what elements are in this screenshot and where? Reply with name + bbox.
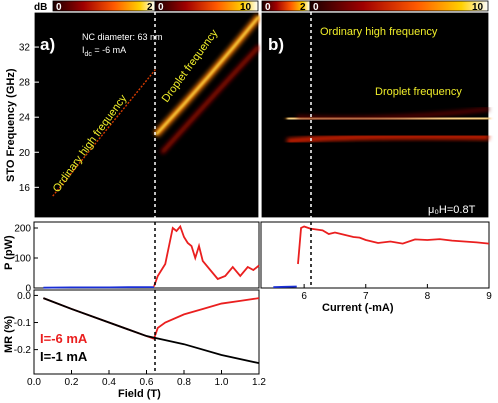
nc-diameter-text: NC diameter: 63 nm xyxy=(82,32,163,42)
colorbar-b-min: 0 xyxy=(158,2,164,13)
colorbar-a-min: 0 xyxy=(56,2,62,13)
ordinary-branch-a xyxy=(52,68,157,197)
xtick-label: 1.0 xyxy=(215,377,229,388)
xtick-label: 0.6 xyxy=(140,377,154,388)
power-b-frame xyxy=(260,221,490,289)
ytick-label: 0 xyxy=(25,284,31,295)
colorbar-b: 0 10 xyxy=(154,0,259,13)
power-a-series-blue xyxy=(43,286,154,289)
droplet-branch-core xyxy=(155,15,260,136)
colorbar-c-min: 0 xyxy=(265,2,271,13)
droplet-label-b: Droplet frequency xyxy=(375,86,462,98)
heatmap-b: b) Ordinary high frequency Droplet frequ… xyxy=(260,11,490,219)
ytick-label: 100 xyxy=(14,254,31,265)
power-a-series-red xyxy=(153,224,260,287)
power-b-series-blue xyxy=(273,285,297,288)
colorbar-d-max: 10 xyxy=(472,2,484,13)
sto-ytick-label: 28 xyxy=(19,78,31,89)
colorbar-d-min: 0 xyxy=(313,2,319,13)
xtick-label: 0.4 xyxy=(102,377,116,388)
xtick-label: 7 xyxy=(363,291,369,302)
mr-ylabel: MR (%) xyxy=(3,315,15,353)
ytick-label: 0.0 xyxy=(17,291,31,302)
current-xlabel: Current (-mA) xyxy=(322,302,394,314)
xtick-label: 0.2 xyxy=(65,377,79,388)
heatmap-a-traces xyxy=(52,14,262,197)
ytick-label: 200 xyxy=(14,224,31,235)
droplet-branch-lower xyxy=(160,45,261,155)
field-xlabel: Field (T) xyxy=(118,388,161,400)
sto-ytick-label: 16 xyxy=(19,183,31,194)
xtick-label: 0.8 xyxy=(177,377,191,388)
droplet-lower-band-b xyxy=(286,134,490,144)
power-a: 0 100 200 P (pW) xyxy=(3,221,260,295)
power-a-frame xyxy=(33,221,260,289)
mr-series-black xyxy=(43,297,260,365)
sto-ytick-label: 24 xyxy=(19,113,31,124)
idc-value: = -6 mA xyxy=(92,45,126,55)
xtick-label: 1.2 xyxy=(252,377,266,388)
colorbar-c: 0 2 0 10 xyxy=(261,0,489,13)
ordinary-label-b: Ordinary high frequency xyxy=(320,26,438,38)
idc-sub: dc xyxy=(85,51,93,58)
legend-i1: I=-1 mA xyxy=(40,349,88,364)
xtick-label: 6 xyxy=(301,291,307,302)
colorbar-a: dB 0 2 xyxy=(34,0,156,13)
sto-ylabel: STO Frequency (GHz) xyxy=(5,68,17,182)
panel-b-label: b) xyxy=(268,35,284,54)
colorbar-unit: dB xyxy=(34,2,47,13)
power-b: 6 7 8 9 Current (-mA) xyxy=(260,221,492,314)
legend-i6: I=-6 mA xyxy=(40,331,88,346)
mr-panel: 0.0-0.1-0.20.0 0.2 0.4 0.6 0.8 1.0 1.2 MR (%) … xyxy=(3,289,266,400)
ytick-label: -0.2 xyxy=(14,345,32,356)
xtick-label: 8 xyxy=(425,291,431,302)
idc-main: I xyxy=(82,45,85,55)
sto-ytick-label: 32 xyxy=(19,43,31,54)
field-text-b: μ₀H=0.8T xyxy=(428,204,476,216)
heatmap-a-frame xyxy=(33,11,260,219)
sto-yaxis: 16 20 24 28 32 STO Frequency (GHz) xyxy=(5,43,39,194)
ytick-label: -0.1 xyxy=(14,318,32,329)
heatmap-a: a) NC diameter: 63 nm Idc = -6 mA Ordina… xyxy=(33,11,262,219)
p-ylabel: P (pW) xyxy=(3,235,15,270)
sto-ytick-label: 20 xyxy=(19,148,31,159)
colorbar-c-max: 2 xyxy=(300,2,306,13)
xtick-label: 0.0 xyxy=(27,377,41,388)
power-b-series-red xyxy=(297,225,490,265)
panel-a-label: a) xyxy=(40,35,55,54)
heatmap-b-traces xyxy=(286,23,490,144)
colorbar-b-max: 10 xyxy=(240,2,252,13)
idc-text: Idc = -6 mA xyxy=(82,45,126,58)
colorbar-a-max: 2 xyxy=(147,2,153,13)
faint-band-b xyxy=(296,107,490,120)
xtick-label: 9 xyxy=(486,291,492,302)
